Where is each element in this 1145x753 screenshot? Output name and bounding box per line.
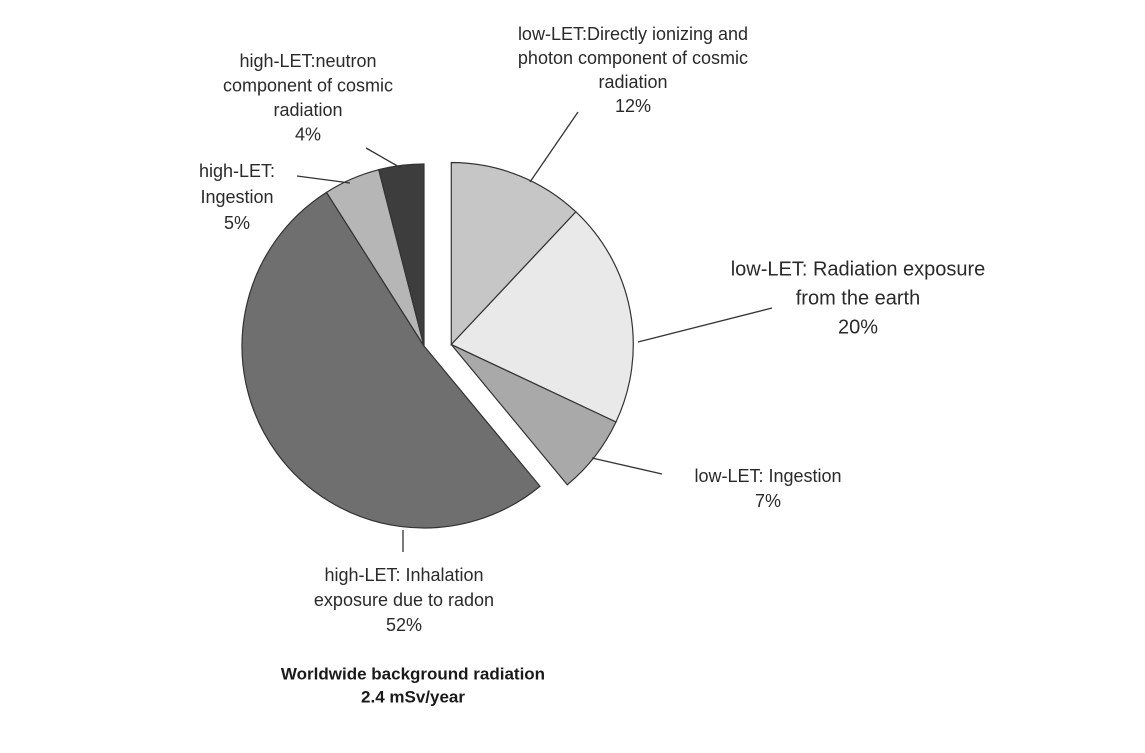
slice-value-label: 5% [224, 213, 250, 233]
chart-subtitle: 2.4 mSv/year [361, 687, 465, 706]
slice-value-label: 12% [615, 96, 651, 116]
slice-label: radiation [598, 72, 667, 92]
pie-slice [450, 343, 617, 486]
slice-value-label: 7% [755, 491, 781, 511]
slice-value-label: 4% [295, 124, 321, 144]
leader-line [637, 307, 773, 343]
pie-slice [378, 163, 425, 347]
slice-label: Ingestion [200, 187, 273, 207]
slice-label: from the earth [796, 287, 921, 309]
slice-label: exposure due to radon [314, 590, 494, 610]
slice-label: low-LET: Ingestion [694, 466, 841, 486]
slice-label: high-LET: Inhalation [324, 565, 483, 585]
leader-line [591, 457, 663, 475]
leader-line [296, 175, 351, 184]
chart-title: Worldwide background radiation [281, 664, 545, 683]
leader-line [529, 111, 579, 183]
slice-label: photon component of cosmic [518, 48, 748, 68]
slice-label: low-LET:Directly ionizing and [518, 24, 748, 44]
slice-value-label: 20% [838, 316, 878, 338]
slice-value-label: 52% [386, 615, 422, 635]
pie-slice [450, 161, 577, 347]
slice-label: radiation [273, 100, 342, 120]
leader-line [365, 147, 402, 169]
slice-label: high-LET: [199, 161, 275, 181]
slice-label: high-LET:neutron [239, 51, 376, 71]
pie-slice [450, 211, 634, 423]
pie-slice [241, 191, 541, 529]
slice-label: component of cosmic [223, 75, 393, 95]
slice-label: low-LET: Radiation exposure [731, 258, 986, 280]
